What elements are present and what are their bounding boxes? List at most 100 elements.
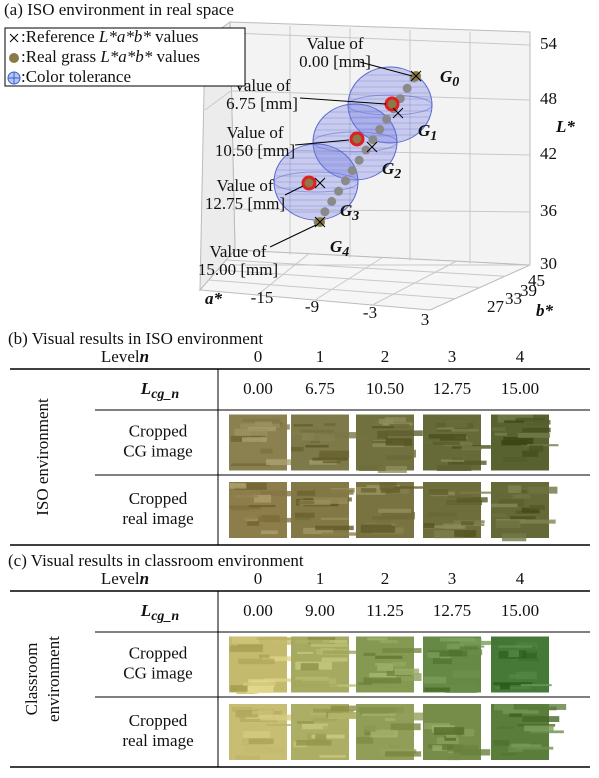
text-part: G <box>382 159 395 178</box>
grass-texture <box>322 657 348 661</box>
grass-texture <box>356 737 373 744</box>
grass-texture <box>301 663 319 670</box>
grass-texture <box>319 755 345 757</box>
lcg-value: 0.00 <box>243 601 273 620</box>
grass-texture <box>361 488 376 492</box>
text-part: G <box>340 201 353 220</box>
grass-texture <box>492 514 506 518</box>
grass-texture <box>297 652 313 654</box>
text-part: n <box>140 347 149 366</box>
grass-texture <box>449 650 462 656</box>
level-header: Leveln <box>101 347 149 366</box>
grass-texture <box>252 711 273 715</box>
grass-texture <box>524 725 553 731</box>
grass-texture <box>322 532 359 535</box>
text-part: values <box>152 47 200 66</box>
grass-texture <box>437 427 454 429</box>
grass-texture <box>361 526 395 533</box>
grass-dot <box>348 166 357 175</box>
grass-texture <box>516 672 537 680</box>
grass-texture <box>441 459 464 462</box>
grass-texture <box>518 433 550 438</box>
grass-texture <box>521 684 552 686</box>
b-tick-label: 45 <box>528 271 545 290</box>
grass-texture <box>321 518 349 520</box>
grass-texture <box>502 533 526 541</box>
row-label: real image <box>122 731 193 750</box>
lcg-value: 11.25 <box>366 601 404 620</box>
grass-texture <box>372 426 394 428</box>
grass-texture <box>529 487 558 494</box>
grass-texture <box>513 494 530 498</box>
grass-texture <box>359 465 386 471</box>
text-part: Level <box>101 569 140 588</box>
lcg-value: 9.00 <box>305 601 335 620</box>
grass-texture <box>448 495 471 498</box>
text-part: cg_n <box>151 387 179 402</box>
level-value: 1 <box>316 569 325 588</box>
grass-texture <box>510 516 536 519</box>
text-part: L <box>140 379 151 398</box>
grass-texture <box>440 638 475 642</box>
grass-texture <box>243 731 270 738</box>
grass-texture <box>439 506 477 512</box>
axis-label: L* <box>555 117 575 136</box>
side-label: environment <box>44 636 63 722</box>
text-part: :Real grass <box>21 47 100 66</box>
grass-texture <box>528 707 557 711</box>
l-tick-label: 48 <box>540 89 557 108</box>
lcg-value: 12.75 <box>433 379 471 398</box>
value-note: 15.00 [mm] <box>198 260 278 279</box>
grass-texture <box>362 714 396 716</box>
grass-texture <box>433 658 452 664</box>
grass-texture <box>244 726 258 730</box>
level-value: 0 <box>254 569 263 588</box>
grass-texture <box>297 721 314 724</box>
grass-texture <box>235 755 260 759</box>
level-header: Leveln <box>101 569 149 588</box>
grass-dot <box>320 207 329 216</box>
level-value: 3 <box>448 347 457 366</box>
grass-texture <box>491 504 517 507</box>
row-label: CG image <box>123 663 192 682</box>
grass-texture <box>509 713 522 717</box>
grass-texture <box>315 526 354 530</box>
level-value: 2 <box>381 347 390 366</box>
lcg-value: 15.00 <box>501 601 539 620</box>
grass-texture <box>424 687 450 691</box>
grass-texture <box>526 420 551 425</box>
grass-texture <box>294 424 313 426</box>
grass-dot <box>334 187 343 196</box>
row-label: Cropped <box>129 711 188 730</box>
text-part: values <box>151 27 199 46</box>
grass-texture <box>367 638 387 641</box>
grass-texture <box>297 501 315 504</box>
grass-texture <box>323 651 360 654</box>
grass-texture <box>315 734 326 739</box>
grass-texture <box>230 645 263 652</box>
grass-texture <box>375 656 402 659</box>
text-part: L*a*b* <box>99 47 152 66</box>
axis-label: b* <box>536 301 554 320</box>
grass-texture <box>519 659 539 662</box>
text-part: :Reference <box>21 27 99 46</box>
grass-texture <box>260 449 272 454</box>
grass-texture <box>232 637 259 644</box>
grass-texture <box>385 751 421 756</box>
grass-texture <box>297 491 315 496</box>
grass-texture <box>259 655 270 659</box>
grass-texture <box>447 753 461 760</box>
grass-texture <box>313 497 347 504</box>
figure: (a) ISO environment in real space5448423… <box>0 0 599 778</box>
grass-texture <box>424 523 435 528</box>
grass-dot <box>327 197 336 206</box>
grass-texture <box>447 709 460 711</box>
l-tick-label: 54 <box>540 34 558 53</box>
grass-texture <box>363 677 401 683</box>
grass-texture <box>234 495 258 498</box>
grass-texture <box>230 685 247 692</box>
text-part: L*a*b* <box>98 27 151 46</box>
grass-texture <box>316 490 353 495</box>
text-part: n <box>140 569 149 588</box>
row-label: Cropped <box>129 489 188 508</box>
